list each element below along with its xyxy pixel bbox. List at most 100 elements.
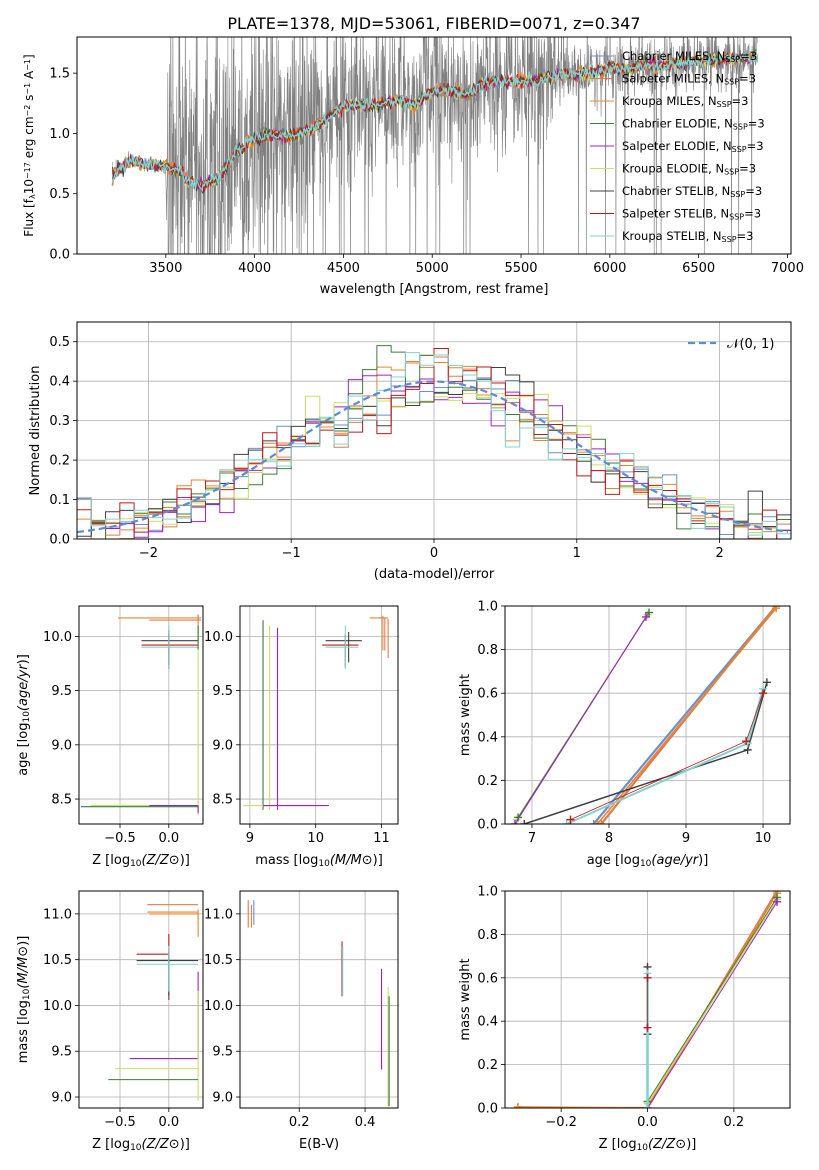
plot-area [247,900,390,1107]
errorbar [322,634,359,667]
x-axis-label: Z [log10(Z/Z⊙)] [92,1137,190,1153]
x-tick-label: −0.5 [104,1115,136,1130]
point-marker [645,608,654,617]
legend-count: =3 [744,207,761,221]
y-tick-label: 0.0 [477,818,498,833]
legend-name: Chabrier ELODIE, N [622,117,733,131]
plot-area [108,904,199,1101]
x-tick-label: 0.0 [158,831,179,846]
normal-curve [77,380,789,534]
legend-count: =3 [739,72,756,86]
point-marker [772,606,781,613]
y-tick-label: 0.4 [477,1015,498,1030]
y-tick-label: 10.0 [43,999,72,1014]
errorbar [378,617,389,651]
x-tick-label: 0.0 [637,1115,658,1130]
y-axis-label: mass weight [458,958,473,1040]
errorbar [118,615,202,621]
legend-entry: 𝒩(0, 1) [727,337,774,352]
x-tick-label: 4500 [327,261,360,276]
plot-area [511,606,781,824]
series-line [570,693,764,820]
legend-entry: Chabrier STELIB, NSSP=3 [622,184,762,199]
series-line [524,682,768,824]
legend-count: =3 [740,49,757,63]
x-tick-label: −0.5 [104,831,136,846]
y-tick-label: 9.5 [51,684,72,699]
y-tick-label: 9.0 [212,738,233,753]
y-tick-label: 0.5 [49,187,70,202]
plot-area [111,37,759,254]
y-tick-label: 9.0 [212,1091,233,1106]
y-tick-label: 0.0 [49,533,70,548]
chart-weight_vs_Z: −0.2 0.0 0.2 0.0 0.2 0.4 0.6 0.8 1.0 Z [log10(Z/Z… [458,885,791,1153]
y-axis-label: Flux [fλ10−17 erg cm−2 s−1 A−1] [22,54,37,236]
legend-entry: Salpeter STELIB, NSSP=3 [622,207,761,222]
y-tick-label: 9.5 [51,1045,72,1060]
x-axis-label: mass [log10(M/M⊙)] [255,853,383,869]
errorbar [147,911,199,920]
point-marker [511,820,520,824]
point-marker [759,689,768,698]
plot-area [243,615,389,810]
x-axis-label: Z [log10(Z/Z⊙)] [92,853,190,869]
y-tick-label: 0.2 [477,774,498,789]
figure-title: PLATE=1378, MJD=53061, FIBERID=0071, z=0… [227,14,640,33]
legend-name: Salpeter ELODIE, N [622,139,732,153]
point-marker [742,737,751,746]
series-line [647,901,778,1108]
chart-mass_vs_ebv: 0.2 0.4 9.0 9.5 10.0 10.5 11.0 E(B-V) [204,890,399,1152]
y-tick-label: 0.6 [477,687,498,702]
y-tick-label: 9.0 [51,1091,72,1106]
series-line [646,899,778,1105]
y-tick-label: 9.5 [212,684,233,699]
y-tick-label: 10.0 [43,630,72,645]
point-marker [773,897,782,906]
x-tick-label: 10 [755,831,772,846]
errorbar [129,971,199,1060]
y-tick-label: 0.6 [477,971,498,986]
x-tick-label: 0.0 [158,1115,179,1130]
x-tick-label: −0.2 [545,1115,577,1130]
point-marker [514,813,523,822]
point-marker [562,820,571,824]
histogram-8 [77,352,791,536]
axes-frame [239,605,399,825]
errorbar [141,634,199,665]
point-marker [762,678,771,687]
legend-entry: Chabrier MILES, NSSP=3 [622,49,757,64]
chart-age_vs_mass: 9 10 11 8.5 9.0 9.5 10.0 mass [log10(M/M⊙)] [204,605,399,869]
y-tick-label: 0.4 [49,375,70,390]
x-tick-label: 7 [528,831,536,846]
histogram-7 [77,347,791,539]
x-axis-label: Z [log10(Z/Z⊙)] [599,1137,697,1153]
legend-entry: Kroupa MILES, NSSP=3 [622,94,748,109]
legend-count: =3 [747,139,764,153]
y-tick-label: 11.0 [43,907,72,922]
chart-spectrum: 3500 4000 4500 5000 5500 6000 6500 7000 0.0 0.5 1.… [22,36,804,297]
errorbar [325,625,359,669]
chart-mass_vs_Z: −0.5 0.0 9.0 9.5 10.0 10.5 11.0 Z [log10(Z/Z⊙)]… [16,890,204,1153]
legend-entry: Kroupa STELIB, NSSP=3 [622,229,753,244]
plot-area [77,345,791,539]
histogram-6 [77,367,791,539]
x-tick-label: 11 [373,831,390,846]
y-tick-label: 8.5 [212,793,233,808]
legend-count: =3 [737,229,754,243]
y-axis-label: Normed distribution [28,366,43,496]
point-marker [593,820,602,824]
point-marker [597,820,606,824]
y-tick-label: 9.0 [51,738,72,753]
x-tick-label: 7000 [771,261,804,276]
axes-frame [78,890,204,1109]
y-tick-label: 1.5 [49,67,70,82]
axes-frame [76,36,792,255]
y-axis-label: mass [log10(M/M⊙)] [16,936,32,1064]
x-tick-label: 1 [573,546,581,561]
y-tick-label: 0.8 [477,928,498,943]
point-marker [589,820,598,824]
x-tick-label: 6000 [593,261,626,276]
x-tick-label: 8 [605,831,613,846]
legend-count: =3 [745,184,762,198]
